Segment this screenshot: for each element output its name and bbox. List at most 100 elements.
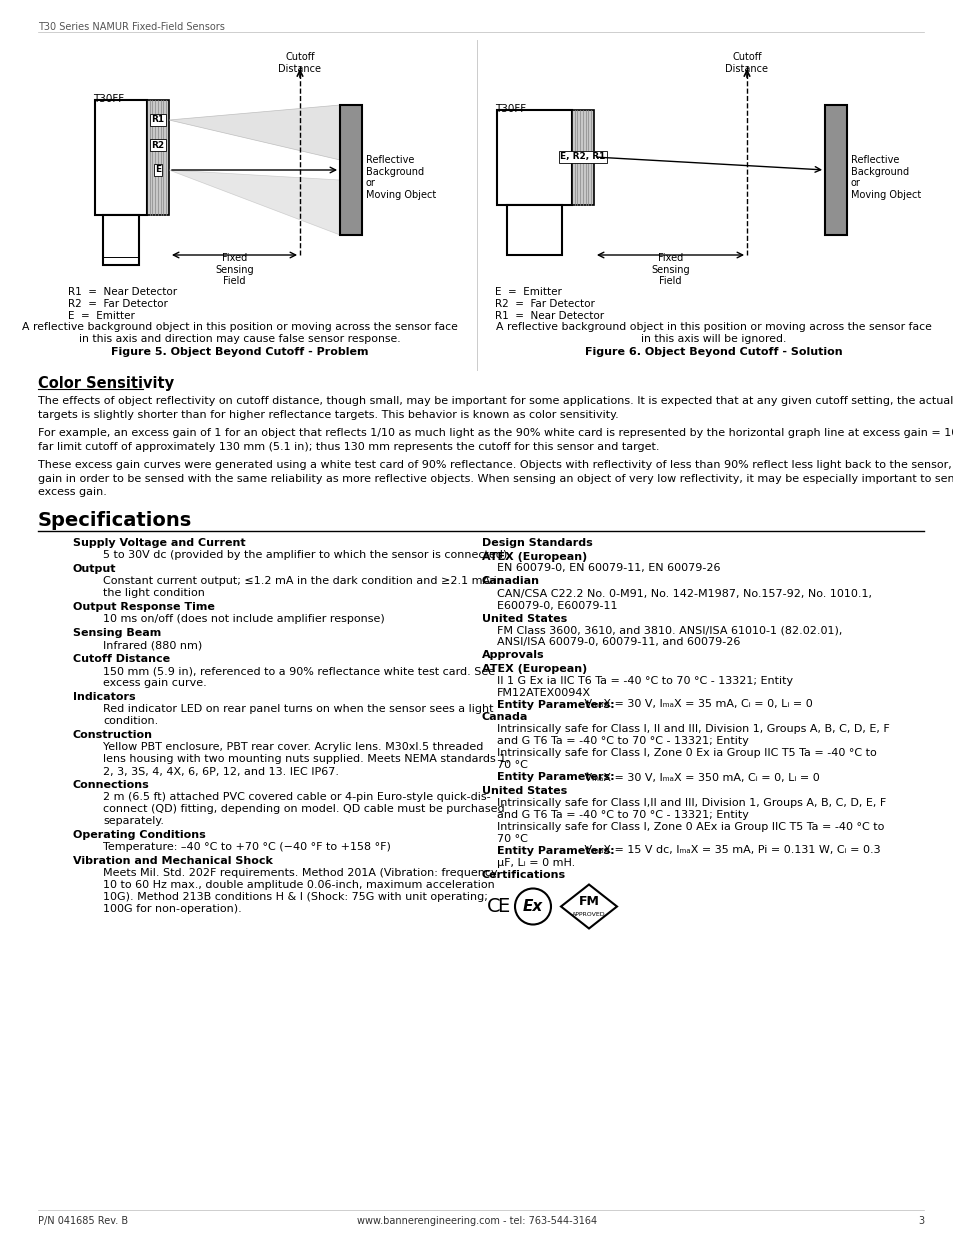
Text: Intrinsically safe for Class I, Zone 0 Ex ia Group IIC T5 Ta = -40 °C to: Intrinsically safe for Class I, Zone 0 E… — [497, 748, 876, 758]
Text: targets is slightly shorter than for higher reflectance targets. This behavior i: targets is slightly shorter than for hig… — [38, 410, 618, 420]
Text: Supply Voltage and Current: Supply Voltage and Current — [73, 538, 245, 548]
Text: VₘₐΧ = 30 V, IₘₐΧ = 35 mA, Cᵢ = 0, Lᵢ = 0: VₘₐΧ = 30 V, IₘₐΧ = 35 mA, Cᵢ = 0, Lᵢ = … — [580, 699, 812, 709]
Bar — [572, 110, 594, 205]
Text: Reflective
Background
or
Moving Object: Reflective Background or Moving Object — [850, 156, 921, 200]
Text: 5 to 30V dc (provided by the amplifier to which the sensor is connected): 5 to 30V dc (provided by the amplifier t… — [103, 551, 507, 561]
Polygon shape — [169, 170, 339, 235]
Bar — [95, 100, 147, 215]
Text: Intrinsically safe for Class I, Zone 0 AEx ia Group IIC T5 Ta = -40 °C to: Intrinsically safe for Class I, Zone 0 A… — [497, 821, 883, 831]
Text: ATEX (European): ATEX (European) — [481, 552, 587, 562]
Text: 70 °C: 70 °C — [497, 761, 527, 771]
Text: Specifications: Specifications — [38, 510, 193, 530]
Text: Yellow PBT enclosure, PBT rear cover. Acrylic lens. M30xl.5 threaded: Yellow PBT enclosure, PBT rear cover. Ac… — [103, 742, 483, 752]
Text: Red indicator LED on rear panel turns on when the sensor sees a light: Red indicator LED on rear panel turns on… — [103, 704, 493, 715]
Text: Approvals: Approvals — [481, 651, 544, 661]
Text: Construction: Construction — [73, 730, 152, 741]
Text: 2 m (6.5 ft) attached PVC covered cable or 4-pin Euro-style quick-dis-: 2 m (6.5 ft) attached PVC covered cable … — [103, 793, 490, 803]
Text: 3: 3 — [917, 1216, 923, 1226]
Text: excess gain.: excess gain. — [38, 487, 107, 496]
Text: A reflective background object in this position or moving across the sensor face: A reflective background object in this p… — [496, 322, 931, 343]
Text: The effects of object reflectivity on cutoff distance, though small, may be impo: The effects of object reflectivity on cu… — [38, 396, 953, 406]
Bar — [497, 110, 572, 205]
Text: Cutoff
Distance: Cutoff Distance — [724, 52, 768, 74]
Text: FM Class 3600, 3610, and 3810. ANSI/ISA 61010-1 (82.02.01),: FM Class 3600, 3610, and 3810. ANSI/ISA … — [497, 625, 841, 636]
Text: and G T6 Ta = -40 °C to 70 °C - 13321; Entity: and G T6 Ta = -40 °C to 70 °C - 13321; E… — [497, 736, 748, 746]
Text: Cutoff
Distance: Cutoff Distance — [278, 52, 321, 74]
Text: 70 °C: 70 °C — [497, 834, 527, 844]
Text: Color Sensitivity: Color Sensitivity — [38, 375, 174, 391]
Text: Constant current output; ≤1.2 mA in the dark condition and ≥2.1 mA in: Constant current output; ≤1.2 mA in the … — [103, 577, 503, 587]
Text: E: E — [497, 897, 509, 916]
Text: Temperature: –40 °C to +70 °C (−40 °F to +158 °F): Temperature: –40 °C to +70 °C (−40 °F to… — [103, 842, 391, 852]
Text: Connections: Connections — [73, 781, 150, 790]
Text: gain in order to be sensed with the same reliability as more reflective objects.: gain in order to be sensed with the same… — [38, 473, 953, 483]
Text: CAN/CSA C22.2 No. 0-M91, No. 142-M1987, No.157-92, No. 1010.1,: CAN/CSA C22.2 No. 0-M91, No. 142-M1987, … — [497, 589, 871, 599]
Text: Entity Parameters:: Entity Parameters: — [497, 699, 614, 709]
Text: A reflective background object in this position or moving across the sensor face: A reflective background object in this p… — [22, 322, 457, 343]
Text: Fixed
Sensing
Field: Fixed Sensing Field — [651, 253, 689, 287]
Text: EN 60079-0, EN 60079-11, EN 60079-26: EN 60079-0, EN 60079-11, EN 60079-26 — [497, 563, 720, 573]
Text: ANSI/ISA 60079-0, 60079-11, and 60079-26: ANSI/ISA 60079-0, 60079-11, and 60079-26 — [497, 637, 740, 647]
Bar — [824, 105, 846, 235]
Text: the light condition: the light condition — [103, 589, 205, 599]
Text: E: E — [154, 165, 161, 174]
Text: United States: United States — [481, 614, 567, 624]
Text: Output: Output — [73, 564, 116, 574]
Text: 10 ms on/off (does not include amplifier response): 10 ms on/off (does not include amplifier… — [103, 615, 384, 625]
Text: Intrinsically safe for Class I,II and III, Division 1, Groups A, B, C, D, E, F: Intrinsically safe for Class I,II and II… — [497, 798, 885, 808]
Polygon shape — [169, 105, 339, 161]
Bar — [147, 100, 169, 215]
Text: excess gain curve.: excess gain curve. — [103, 678, 207, 688]
Bar — [339, 105, 361, 235]
Text: connect (QD) fitting, depending on model. QD cable must be purchased: connect (QD) fitting, depending on model… — [103, 804, 504, 815]
Text: Design Standards: Design Standards — [481, 538, 592, 548]
Text: lens housing with two mounting nuts supplied. Meets NEMA standards 1,: lens housing with two mounting nuts supp… — [103, 755, 509, 764]
Text: R2: R2 — [152, 141, 164, 149]
Text: Reflective
Background
or
Moving Object: Reflective Background or Moving Object — [366, 156, 436, 200]
Text: United States: United States — [481, 785, 567, 795]
Text: Vibration and Mechanical Shock: Vibration and Mechanical Shock — [73, 857, 273, 867]
Text: Fixed
Sensing
Field: Fixed Sensing Field — [215, 253, 253, 287]
Text: For example, an excess gain of 1 for an object that reflects 1/10 as much light : For example, an excess gain of 1 for an … — [38, 429, 953, 438]
Text: 150 mm (5.9 in), referenced to a 90% reflectance white test card. See: 150 mm (5.9 in), referenced to a 90% ref… — [103, 667, 495, 677]
Text: Operating Conditions: Operating Conditions — [73, 830, 206, 841]
Text: II 1 G Ex ia IIC T6 Ta = -40 °C to 70 °C - 13321; Entity: II 1 G Ex ia IIC T6 Ta = -40 °C to 70 °C… — [497, 676, 792, 685]
Text: www.bannerengineering.com - tel: 763-544-3164: www.bannerengineering.com - tel: 763-544… — [356, 1216, 597, 1226]
Text: E60079-0, E60079-11: E60079-0, E60079-11 — [497, 600, 617, 610]
Text: condition.: condition. — [103, 716, 158, 726]
Text: R1  =  Near Detector: R1 = Near Detector — [495, 311, 603, 321]
Text: separately.: separately. — [103, 816, 164, 826]
Text: R1  =  Near Detector: R1 = Near Detector — [68, 287, 177, 296]
Text: and G T6 Ta = -40 °C to 70 °C - 13321; Entity: and G T6 Ta = -40 °C to 70 °C - 13321; E… — [497, 809, 748, 820]
Text: Cutoff Distance: Cutoff Distance — [73, 655, 170, 664]
Text: Entity Parameters:: Entity Parameters: — [497, 773, 614, 783]
Text: Meets Mil. Std. 202F requirements. Method 201A (Vibration: frequency: Meets Mil. Std. 202F requirements. Metho… — [103, 868, 497, 878]
Text: R1: R1 — [152, 116, 164, 125]
Text: FM: FM — [578, 895, 598, 908]
Text: R2  =  Far Detector: R2 = Far Detector — [68, 299, 168, 309]
Text: T30 Series NAMUR Fixed-Field Sensors: T30 Series NAMUR Fixed-Field Sensors — [38, 22, 225, 32]
Text: 2, 3, 3S, 4, 4X, 6, 6P, 12, and 13. IEC IP67.: 2, 3, 3S, 4, 4X, 6, 6P, 12, and 13. IEC … — [103, 767, 338, 777]
Text: Entity Parameters:: Entity Parameters: — [497, 846, 614, 856]
Text: C: C — [486, 897, 500, 916]
Text: Ex: Ex — [522, 899, 542, 914]
Text: Indicators: Indicators — [73, 693, 135, 703]
Text: Figure 6. Object Beyond Cutoff - Solution: Figure 6. Object Beyond Cutoff - Solutio… — [584, 347, 841, 357]
Text: P/N 041685 Rev. B: P/N 041685 Rev. B — [38, 1216, 128, 1226]
Text: far limit cutoff of approximately 130 mm (5.1 in); thus 130 mm represents the cu: far limit cutoff of approximately 130 mm… — [38, 441, 659, 452]
Bar — [506, 205, 561, 254]
Text: Output Response Time: Output Response Time — [73, 603, 214, 613]
Text: APPROVED: APPROVED — [572, 911, 605, 918]
Text: E  =  Emitter: E = Emitter — [495, 287, 561, 296]
Text: Certifications: Certifications — [481, 871, 565, 881]
Text: 10 to 60 Hz max., double amplitude 0.06-inch, maximum acceleration: 10 to 60 Hz max., double amplitude 0.06-… — [103, 881, 495, 890]
Text: E  =  Emitter: E = Emitter — [68, 311, 134, 321]
Text: T30FF: T30FF — [495, 104, 525, 114]
Text: 100G for non-operation).: 100G for non-operation). — [103, 904, 241, 914]
Text: Infrared (880 nm): Infrared (880 nm) — [103, 641, 202, 651]
Polygon shape — [560, 884, 617, 929]
Text: Intrinsically safe for Class I, II and III, Division 1, Groups A, B, C, D, E, F: Intrinsically safe for Class I, II and I… — [497, 725, 889, 735]
Text: Canadian: Canadian — [481, 577, 539, 587]
Text: Figure 5. Object Beyond Cutoff - Problem: Figure 5. Object Beyond Cutoff - Problem — [112, 347, 369, 357]
Text: VₘₐΧ = 15 V dc, IₘₐΧ = 35 mA, Pi = 0.131 W, Cᵢ = 0.3: VₘₐΧ = 15 V dc, IₘₐΧ = 35 mA, Pi = 0.131… — [580, 846, 880, 856]
